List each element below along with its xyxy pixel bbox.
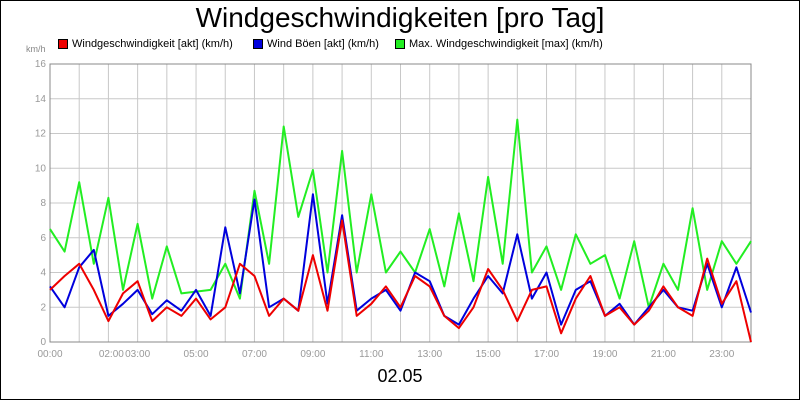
- y-tick-label: 0: [40, 337, 46, 348]
- x-tick-label: 21:00: [651, 349, 676, 360]
- legend-swatch-green: [395, 39, 405, 49]
- y-tick-label: 8: [40, 198, 46, 209]
- legend-swatch-blue: [253, 39, 263, 49]
- y-tick-label: 14: [35, 94, 47, 105]
- y-tick-label: 16: [35, 59, 47, 70]
- x-tick-label: 11:00: [359, 349, 384, 360]
- y-tick-label: 6: [40, 233, 46, 244]
- x-tick-label: 09:00: [300, 349, 325, 360]
- x-tick-label: 19:00: [592, 349, 617, 360]
- x-tick-label: 05:00: [184, 349, 209, 360]
- y-tick-label: 2: [40, 302, 46, 313]
- legend-label-max-windgeschwindigkeit: Max. Windgeschwindigkeit [max] (km/h): [409, 38, 603, 50]
- y-tick-label: 10: [35, 163, 47, 174]
- plot-border: [49, 63, 752, 343]
- x-tick-label: 15:00: [476, 349, 501, 360]
- legend-item-windgeschwindigkeit: Windgeschwindigkeit [akt] (km/h): [58, 38, 233, 50]
- legend-label-wind-boeen: Wind Böen [akt] (km/h): [267, 38, 379, 50]
- x-tick-label: 13:00: [417, 349, 442, 360]
- legend-label-windgeschwindigkeit: Windgeschwindigkeit [akt] (km/h): [72, 38, 233, 50]
- legend-item-wind-boeen: Wind Böen [akt] (km/h): [253, 38, 379, 50]
- x-tick-label: 23:00: [709, 349, 734, 360]
- x-tick-label: 03:00: [125, 349, 150, 360]
- x-tick-label: 07:00: [242, 349, 267, 360]
- y-tick-label: 4: [40, 268, 46, 279]
- x-axis-date-label: 02.05: [377, 366, 423, 386]
- series-line-windgeschwindigkeit: [49, 219, 752, 343]
- chart-title: Windgeschwindigkeiten [pro Tag]: [195, 2, 605, 33]
- x-tick-label: 02:00: [99, 349, 124, 360]
- series-line-max-windgeschwindigkeit: [49, 118, 752, 309]
- legend-swatch-red: [58, 39, 68, 49]
- x-tick-label: 17:00: [534, 349, 559, 360]
- legend-item-max-windgeschwindigkeit: Max. Windgeschwindigkeit [max] (km/h): [395, 38, 603, 50]
- y-axis-unit-label: km/h: [26, 44, 46, 54]
- x-tick-label: 00:00: [37, 349, 62, 360]
- y-tick-label: 12: [35, 129, 47, 140]
